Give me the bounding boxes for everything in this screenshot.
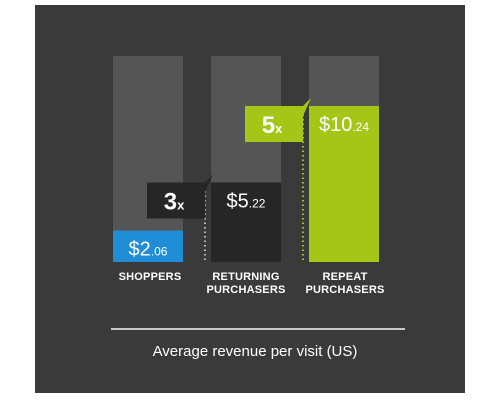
value-label: $5.22 (227, 190, 266, 212)
category-label-repeat-purchasers: REPEAT PURCHASERS (300, 271, 390, 297)
category-label-returning-purchasers: RETURNING PURCHASERS (201, 271, 291, 297)
value-label: $2.06 (129, 239, 168, 261)
value-label-cents: .24 (352, 120, 369, 134)
multiplier-label: 5x (262, 112, 283, 139)
value-label-main: $2 (129, 239, 151, 261)
multiplier-label: 3x (164, 188, 185, 215)
multiplier-callout (147, 174, 213, 219)
category-label-line1: RETURNING (212, 271, 280, 283)
multiplier-value: 5 (262, 112, 275, 139)
value-label-cents: .06 (151, 245, 168, 259)
category-label-line2: PURCHASERS (305, 284, 385, 296)
multiplier-value: 3 (164, 188, 177, 215)
multiplier-callout (245, 98, 311, 142)
category-label-shoppers: SHOPPERS (105, 271, 195, 284)
value-label-main: $10 (319, 114, 352, 136)
chart-caption: Average revenue per visit (US) (152, 343, 358, 360)
bar-0 (113, 230, 183, 262)
value-label-cents: .22 (249, 196, 266, 210)
category-label-line1: SHOPPERS (118, 271, 182, 283)
value-label: $10.24 (319, 114, 369, 136)
bar-1 (211, 182, 281, 262)
category-label-line1: REPEAT (322, 271, 368, 283)
multiplier-suffix: x (275, 121, 283, 136)
value-label-main: $5 (227, 190, 249, 212)
multiplier-suffix: x (177, 197, 185, 212)
caption-divider (111, 328, 405, 330)
bar-track (113, 56, 183, 262)
bar-2 (309, 106, 379, 262)
chart-panel: $2.06 $5.22 $10.24 3x 5x SHOPPERS RETURNING … (35, 5, 465, 393)
category-label-line2: PURCHASERS (206, 284, 286, 296)
